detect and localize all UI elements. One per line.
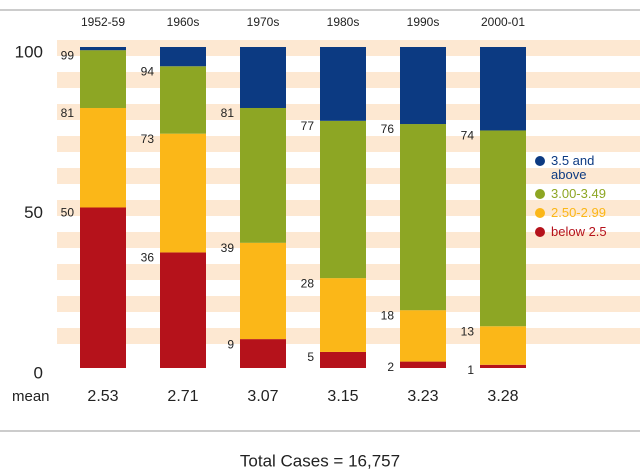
bar-segment [480,326,526,365]
legend-entry: 2.50-2.99 [535,206,611,220]
mean-value: 3.07 [247,388,278,405]
bar-segment [320,120,366,279]
x-tick-label: 1952-59 [81,15,125,29]
bar-segment [320,278,366,352]
bar-segment [400,361,446,368]
bar-segment [80,207,126,368]
x-tick-label: 1980s [327,15,360,29]
x-tick-label: 1960s [167,15,200,29]
legend-marker [535,156,545,166]
mean-label: mean [12,388,50,405]
legend-marker [535,189,545,199]
legend-entry: 3.5 and above [535,154,611,182]
x-tick-label: 2000-01 [481,15,525,29]
bar-segment [480,47,526,131]
bar-segment [160,133,206,253]
level-label: 76 [381,122,395,136]
level-label: 94 [141,64,155,78]
bar-segment [480,130,526,327]
bar-segment [80,47,126,51]
y-tick-label: 50 [24,203,43,222]
level-label: 18 [381,308,395,322]
level-label: 77 [301,119,315,133]
y-tick-label: 100 [15,42,43,61]
legend-marker [535,208,545,218]
mean-value: 3.23 [407,388,438,405]
legend-label: 2.50-2.99 [551,205,606,220]
level-label: 81 [221,106,235,120]
legend-label: 3.5 and above [551,153,595,182]
x-tick-label: 1990s [407,15,440,29]
bar-segment [160,252,206,368]
level-label: 2 [387,360,394,374]
footer: Total Cases = 16,757 [240,451,400,470]
level-label: 50 [61,206,75,220]
bar-segment [160,66,206,134]
level-label: 1 [467,363,474,377]
bar-segment [240,242,286,340]
bar-segment [80,50,126,108]
level-label: 28 [301,276,315,290]
legend-entry: 3.00-3.49 [535,187,611,201]
level-label: 9 [227,337,234,351]
level-label: 5 [307,350,314,364]
legend-label: 3.00-3.49 [551,186,606,201]
legend: 3.5 and above 3.00-3.49 2.50-2.99 below 2.5 [535,154,635,244]
bar-segment [240,339,286,368]
y-tick-label: 0 [34,363,43,382]
bar-segment [480,364,526,368]
bar-segment [160,47,206,67]
level-label: 36 [141,251,155,265]
bar-segment [400,47,446,125]
level-label: 73 [141,132,155,146]
level-label: 74 [461,129,475,143]
bar-segment [240,107,286,243]
mean-value: 3.28 [487,388,518,405]
legend-label: below 2.5 [551,224,607,239]
bar-segment [400,310,446,362]
bar-segment [320,351,366,368]
mean-value: 3.15 [327,388,358,405]
bar-segment [80,107,126,208]
bar-segment [320,47,366,121]
bar-segment [240,47,286,108]
x-tick-label: 1970s [247,15,280,29]
legend-marker [535,227,545,237]
legend-entry: below 2.5 [535,225,611,239]
level-label: 39 [221,241,235,255]
bar-segment [400,124,446,311]
level-label: 81 [61,106,75,120]
level-label: 99 [61,48,75,62]
level-label: 13 [461,324,475,338]
mean-value: 2.71 [167,388,198,405]
mean-value: 2.53 [87,388,118,405]
